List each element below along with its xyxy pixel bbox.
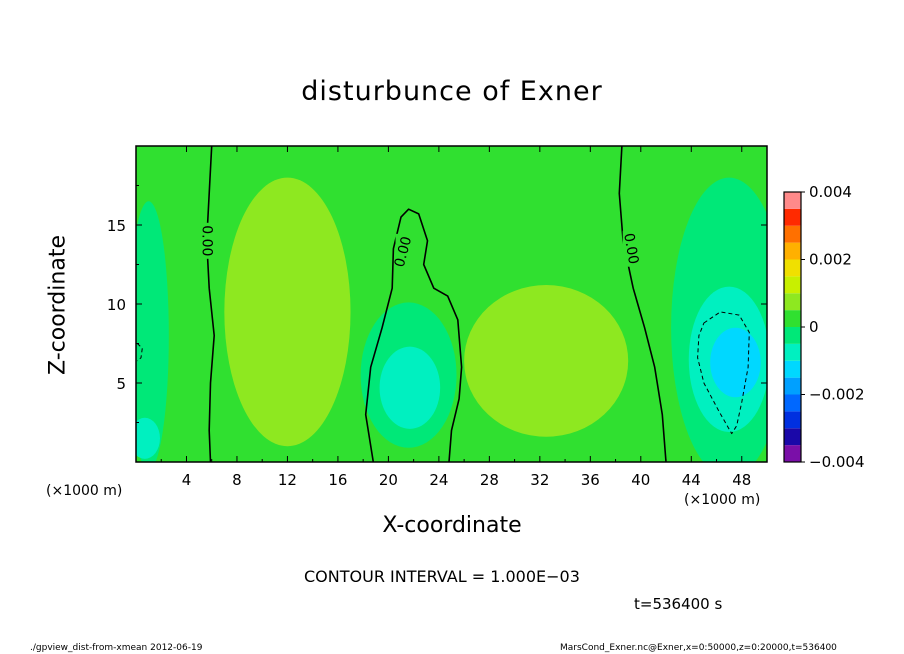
colorbar-swatch-1 (784, 428, 801, 446)
x-axis-label: X-coordinate (0, 513, 904, 538)
x-tick-label: 36 (581, 471, 600, 489)
contour-label-bg-1 (395, 233, 412, 270)
x-tick-label: 32 (530, 471, 549, 489)
fill-region-4 (265, 321, 319, 395)
y-tick-label: 10 (107, 296, 126, 314)
fill-region-3 (224, 177, 351, 447)
chart-title: disturbunce of Exner (301, 76, 603, 107)
colorbar-swatch-13 (784, 225, 801, 243)
fill-region-10 (710, 327, 761, 398)
contour-line-3 (697, 311, 750, 435)
contour-lines (136, 146, 750, 462)
fill-region-1 (136, 201, 169, 462)
x-tick-label: 28 (480, 471, 499, 489)
x-tick-label: 8 (232, 471, 242, 489)
contour-label-2: 0.00 (620, 232, 641, 265)
contour-labels: 0.00 0.00 0.00 (198, 222, 641, 270)
colorbar-swatch-3 (784, 394, 801, 412)
colorbar-swatch-0 (784, 445, 801, 462)
y-tick-label: 5 (116, 375, 126, 393)
x-tick-label: 40 (631, 471, 650, 489)
colorbar-swatch-12 (784, 242, 801, 260)
x-tick-label: 12 (278, 471, 297, 489)
contour-line-4 (136, 343, 143, 362)
x-axis-label-text: X-coordinate (382, 513, 522, 538)
colorbar-tick-label: −0.004 (809, 453, 865, 471)
colorbar-swatch-14 (784, 208, 801, 226)
colorbar: 0.004 0.002 0 −0.002 −0.004 (783, 183, 865, 471)
x-tick-label: 20 (379, 471, 398, 489)
contour-line-2 (618, 146, 667, 462)
footer-data-source: MarsCond_Exner.nc@Exner,x=0:50000,z=0:20… (560, 643, 837, 653)
fill-region-6 (379, 346, 441, 429)
x-tick-label: 16 (328, 471, 347, 489)
contour-label-bg-0 (198, 222, 215, 259)
colorbar-swatch-11 (784, 259, 801, 277)
x-tick-label: 44 (682, 471, 701, 489)
colorbar-swatch-2 (784, 411, 801, 429)
contour-label-0: 0.00 (199, 225, 215, 256)
x-tick-label: 48 (732, 471, 751, 489)
colorbar-tick-label: 0.004 (809, 183, 852, 201)
y-tick-label: 15 (107, 217, 126, 235)
filled-contours (136, 146, 767, 462)
colorbar-swatch-8 (784, 310, 801, 327)
contour-line-1 (364, 208, 463, 462)
colorbar-swatch-4 (784, 377, 801, 395)
colorbar-tick-label: 0.002 (809, 251, 852, 269)
colorbar-swatch-5 (784, 360, 801, 378)
contour-interval-note: CONTOUR INTERVAL = 1.000E−03 (304, 567, 580, 586)
x-tick-label: 4 (182, 471, 192, 489)
contour-label-bg-2 (622, 230, 639, 267)
colorbar-tick-label: 0 (809, 318, 819, 336)
colorbar-tick-label: −0.002 (809, 386, 865, 404)
colorbar-swatch-6 (784, 343, 801, 361)
colorbar-swatch-9 (784, 293, 801, 311)
contour-line-0 (205, 146, 215, 462)
fill-region-7 (464, 285, 629, 437)
footer-script-info: ./gpview_dist-from-xmean 2012-06-19 (30, 643, 203, 653)
x-unit-left: (×1000 m) (46, 483, 123, 499)
contour-label-1: 0.00 (392, 235, 416, 269)
colorbar-swatch-10 (784, 276, 801, 294)
colorbar-swatch-7 (784, 327, 801, 344)
fill-region-2 (136, 417, 160, 459)
colorbar-swatch-15 (784, 192, 801, 209)
time-label: t=536400 s (634, 595, 723, 613)
x-tick-label: 24 (429, 471, 448, 489)
x-unit-right: (×1000 m) (684, 492, 761, 508)
